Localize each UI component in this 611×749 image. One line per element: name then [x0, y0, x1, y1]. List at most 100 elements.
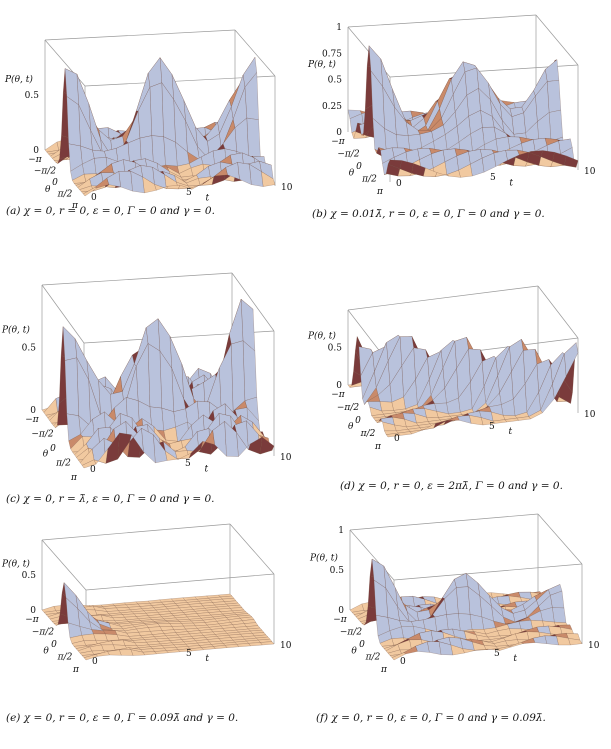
z-tick-a: 0.5 [25, 91, 40, 101]
t-tick-b: 5 [490, 173, 496, 183]
t-tick-f: 5 [494, 649, 500, 659]
theta-tick-c: 0 [50, 444, 56, 454]
theta-tick-b: 0 [356, 162, 362, 172]
caption-f: (f) χ = 0, r = 0, ε = 0, Γ = 0 and γ = 0… [316, 712, 546, 724]
z-tick-c: 0 [30, 406, 36, 416]
panel-a: P(θ, t) 0.5 0 −π −π/2 0 π/2 π θ 0 5 10 t (a) χ = 0, … [0, 0, 300, 235]
t-tick-d: 5 [489, 422, 495, 432]
surface-mesh-d [347, 334, 579, 438]
surface-mesh-a [44, 56, 276, 197]
theta-tick-b: π/2 [361, 175, 377, 185]
z-tick-d: 0 [336, 381, 342, 391]
z-tick-b: 0 [336, 128, 342, 138]
theta-tick-b: π [376, 187, 384, 197]
theta-tick-b: −π/2 [337, 150, 359, 160]
t-tick-c: 10 [280, 453, 292, 463]
t-tick-f: 0 [400, 657, 406, 667]
theta-axis-label-c: θ [43, 449, 49, 459]
t-tick-a: 0 [91, 193, 97, 203]
theta-tick-e: −π [25, 615, 40, 625]
t-axis-label-e: t [205, 654, 209, 664]
z-axis-label-f: P(θ, t) [309, 552, 338, 563]
panel-e: P(θ, t) 0.5 0 −π −π/2 0 π/2 π θ 0 5 10 t (e) χ = 0, … [0, 510, 300, 749]
z-tick-a: 0 [33, 146, 39, 156]
caption-c: (c) χ = 0, r = λ̄, ε = 0, Γ = 0 and γ = … [6, 493, 215, 505]
panel-f: P(θ, t) 1 0.5 0 −π −π/2 0 π/2 π θ 0 5 10 t (f) χ = 0,… [308, 510, 608, 749]
t-tick-d: 0 [394, 434, 400, 444]
theta-tick-a: −π [28, 155, 43, 165]
z-axis-label-d: P(θ, t) [307, 331, 336, 342]
z-tick-b: 0.75 [322, 49, 342, 59]
t-tick-b: 0 [396, 179, 402, 189]
theta-tick-c: π [70, 473, 78, 483]
theta-tick-c: −π/2 [31, 430, 53, 440]
z-tick-e: 0.5 [22, 571, 37, 581]
theta-tick-f: −π/2 [340, 628, 362, 638]
theta-tick-a: 0 [52, 178, 58, 188]
t-axis-label-f: t [513, 654, 517, 664]
t-tick-e: 5 [186, 649, 192, 659]
theta-tick-a: π/2 [57, 190, 73, 200]
theta-axis-label-f: θ [351, 647, 357, 657]
z-tick-d: 0.5 [328, 344, 343, 354]
t-tick-e: 10 [280, 641, 292, 651]
t-tick-c: 0 [90, 465, 96, 475]
bounding-box-e [41, 523, 275, 660]
caption-d: (d) χ = 0, r = 0, ε = 2πλ̄, Γ = 0 and γ … [340, 480, 563, 492]
caption-b: (b) χ = 0.01λ̄, r = 0, ε = 0, Γ = 0 and … [312, 208, 545, 220]
t-tick-a: 10 [281, 183, 293, 193]
z-tick-b: 0.25 [322, 102, 342, 112]
theta-tick-f: π [380, 665, 388, 675]
theta-tick-d: π/2 [360, 429, 376, 439]
surface-mesh-e [41, 581, 275, 661]
theta-tick-a: π [71, 201, 79, 211]
z-tick-b: 1 [336, 23, 342, 33]
t-axis-label-d: t [509, 427, 513, 437]
theta-tick-f: 0 [359, 640, 365, 650]
theta-tick-d: −π/2 [337, 403, 359, 413]
theta-tick-b: −π [331, 137, 346, 147]
t-tick-d: 10 [584, 410, 596, 420]
t-tick-c: 5 [185, 459, 191, 469]
theta-axis-label-d: θ [348, 422, 354, 432]
surface-mesh-f [349, 558, 583, 661]
z-axis-label-a: P(θ, t) [4, 74, 33, 85]
t-axis-label-a: t [206, 194, 210, 204]
theta-tick-c: π/2 [55, 459, 71, 469]
theta-tick-e: π/2 [57, 653, 73, 663]
z-axis-label-e: P(θ, t) [1, 559, 30, 570]
surface-mesh-c [41, 298, 275, 469]
theta-tick-d: −π [331, 390, 346, 400]
theta-tick-e: 0 [51, 640, 57, 650]
z-axis-label-b: P(θ, t) [307, 59, 336, 70]
theta-tick-d: π [374, 442, 382, 452]
panel-d: P(θ, t) 0.5 0 −π −π/2 0 π/2 π θ 0 5 10 t (d) χ = 0, … [307, 265, 611, 525]
theta-tick-d: 0 [355, 416, 361, 426]
panel-c: P(θ, t) 0.5 0 −π −π/2 0 π/2 π θ 0 5 10 t (c) χ = 0, … [0, 245, 300, 505]
theta-axis-label-e: θ [43, 647, 49, 657]
theta-axis-label-a: θ [45, 185, 51, 195]
caption-a: (a) χ = 0, r = 0, ε = 0, Γ = 0 and γ = 0… [6, 205, 215, 217]
caption-e: (e) χ = 0, r = 0, ε = 0, Γ = 0.09λ̄ and … [6, 712, 239, 724]
theta-axis-label-b: θ [349, 169, 355, 179]
theta-tick-e: −π/2 [32, 628, 54, 638]
z-tick-c: 0.5 [22, 344, 37, 354]
z-tick-f: 0.5 [330, 566, 345, 576]
t-axis-label-c: t [205, 464, 209, 474]
theta-tick-c: −π [25, 415, 40, 425]
surface-mesh-b [347, 45, 579, 178]
z-tick-b: 0.5 [328, 76, 343, 86]
t-axis-label-b: t [509, 178, 513, 188]
z-tick-e: 0 [30, 606, 36, 616]
t-tick-f: 10 [588, 641, 600, 651]
t-tick-e: 0 [92, 657, 98, 667]
z-axis-label-c: P(θ, t) [1, 325, 30, 336]
panel-b: P(θ, t) 1 0.75 0.5 0.25 0 −π −π/2 0 π/2 π θ 0 5 10 t (b… [307, 0, 608, 245]
theta-tick-e: π [72, 665, 80, 675]
